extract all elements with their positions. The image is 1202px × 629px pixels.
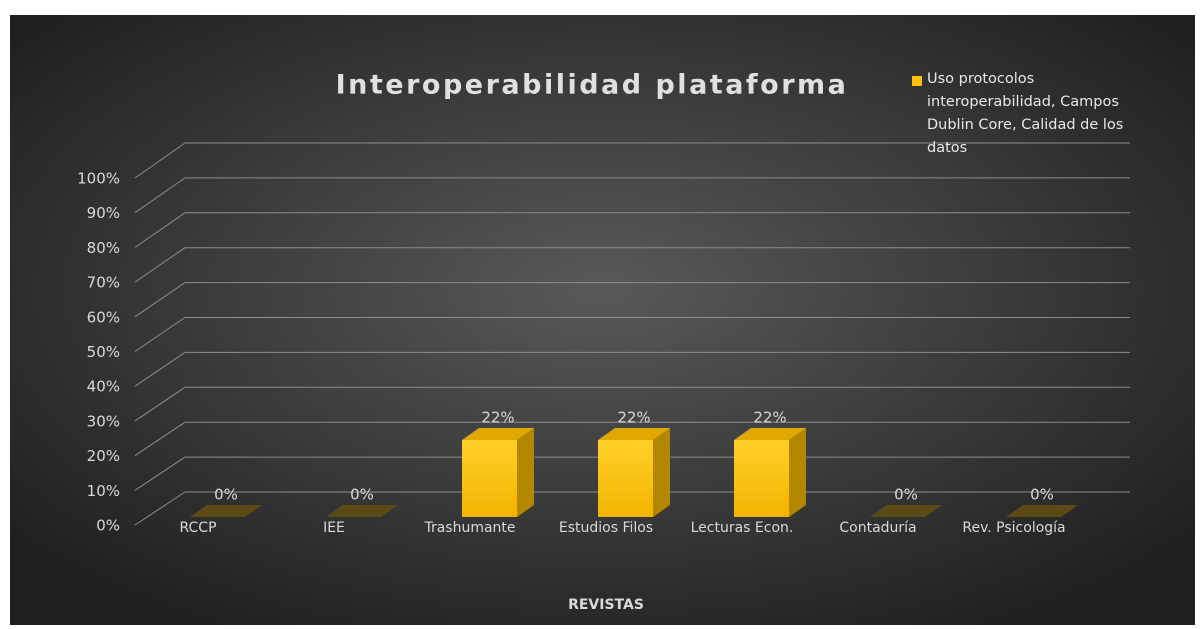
y-tick-label: 100% bbox=[77, 170, 120, 188]
bar-top bbox=[326, 505, 398, 517]
x-tick-label: Contaduría bbox=[839, 520, 917, 536]
x-tick-label-box: Estudios Filos bbox=[558, 520, 654, 536]
x-tick-label-box: IEE bbox=[323, 520, 345, 536]
data-label: 22% bbox=[617, 409, 650, 427]
grid-line-side bbox=[134, 351, 186, 387]
y-tick-label: 70% bbox=[87, 274, 120, 292]
bar-front bbox=[462, 440, 517, 517]
grid-line-side bbox=[134, 142, 186, 179]
legend-label: Uso protocolos interoperabilidad, Campos… bbox=[927, 71, 1124, 156]
data-label: 0% bbox=[350, 486, 374, 504]
grid-line-side bbox=[134, 177, 186, 214]
data-label: 22% bbox=[753, 409, 786, 427]
x-tick-label-box: RCCP bbox=[179, 520, 217, 536]
bar-side bbox=[517, 428, 534, 517]
bar-top bbox=[1006, 505, 1078, 517]
x-tick-label: IEE bbox=[323, 520, 345, 536]
y-tick-label: 90% bbox=[87, 204, 120, 222]
data-label: 0% bbox=[894, 486, 918, 504]
grid-line-side bbox=[134, 421, 186, 457]
grid-line-side bbox=[134, 456, 186, 491]
y-tick-label: 50% bbox=[87, 343, 120, 361]
bar-side bbox=[653, 428, 670, 517]
bar bbox=[462, 428, 534, 517]
bar bbox=[1006, 505, 1078, 517]
data-label: 22% bbox=[481, 409, 514, 427]
grid-line-side bbox=[134, 282, 186, 318]
bar-top bbox=[462, 428, 534, 440]
grid-line-side bbox=[134, 212, 186, 248]
background bbox=[10, 15, 1195, 625]
y-tick-label: 30% bbox=[87, 412, 120, 430]
bar bbox=[870, 505, 942, 517]
y-tick-label: 60% bbox=[87, 308, 120, 326]
bar-front bbox=[598, 440, 653, 517]
bar-top bbox=[190, 505, 262, 517]
legend-label-box: Uso protocolos interoperabilidad, Campos… bbox=[927, 71, 1124, 156]
bar-top bbox=[598, 428, 670, 440]
bar-top bbox=[734, 428, 806, 440]
legend-swatch bbox=[912, 76, 922, 86]
bar-top bbox=[870, 505, 942, 517]
data-label: 0% bbox=[214, 486, 238, 504]
y-tick-label: 80% bbox=[87, 239, 120, 257]
x-tick-label: Estudios Filos bbox=[558, 520, 654, 536]
x-tick-label-box: Lecturas Econ. bbox=[690, 520, 794, 536]
y-tick-label: 10% bbox=[87, 482, 120, 500]
x-tick-label: Rev. Psicología bbox=[962, 520, 1066, 536]
bar bbox=[326, 505, 398, 517]
x-tick-label: Lecturas Econ. bbox=[690, 520, 794, 536]
y-tick-label: 20% bbox=[87, 447, 120, 465]
x-tick-label-box: Rev. Psicología bbox=[962, 520, 1066, 536]
x-tick-label-box: Trashumante bbox=[424, 520, 516, 536]
bar bbox=[734, 428, 806, 517]
grid-line-side bbox=[134, 247, 186, 283]
x-tick-label: Trashumante bbox=[424, 520, 516, 536]
y-tick-label: 0% bbox=[96, 517, 120, 535]
x-tick-label: RCCP bbox=[179, 520, 217, 536]
bar-side bbox=[789, 428, 806, 517]
bar bbox=[190, 505, 262, 517]
chart-title: Interoperabilidad plataforma bbox=[336, 70, 849, 101]
grid-line-side bbox=[134, 317, 186, 352]
grid-line-side bbox=[134, 491, 186, 526]
bar bbox=[598, 428, 670, 517]
data-label: 0% bbox=[1030, 486, 1054, 504]
bar-front bbox=[734, 440, 789, 517]
x-axis-label: REVISTAS bbox=[568, 597, 644, 613]
y-tick-label: 40% bbox=[87, 378, 120, 396]
x-tick-label-box: Contaduría bbox=[839, 520, 917, 536]
grid-line-side bbox=[134, 386, 186, 422]
